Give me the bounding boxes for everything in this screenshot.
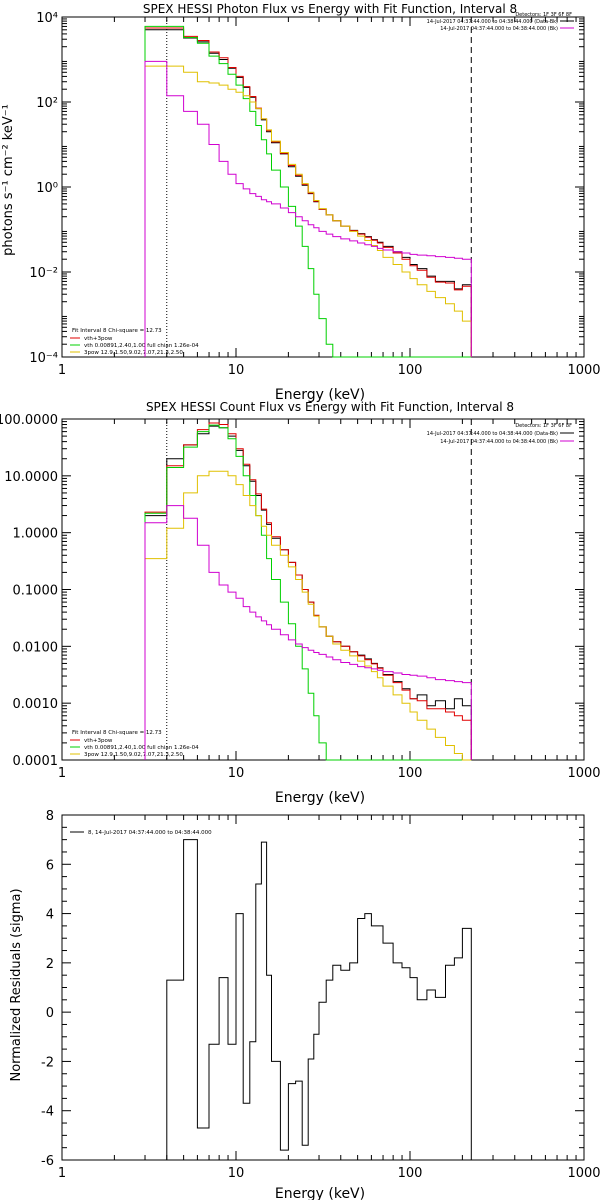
panel1-ytick-label: 10⁻² [29, 266, 58, 281]
panel1-plot-frame [61, 16, 585, 358]
panel2-ytick-label: 0.0001 [13, 754, 59, 769]
panel3-series-0 [166, 839, 472, 1160]
panel1-title: SPEX HESSI Photon Flux vs Energy with Fi… [143, 2, 517, 16]
panel2-ytick-label: 10.0000 [4, 470, 58, 485]
panel1-series-2 [144, 25, 472, 358]
panel2-series-1 [144, 422, 472, 760]
panel1-xtick-label: 100 [398, 363, 423, 378]
panel1-legend-vth: vth 0.00891,2.40,1.00 full chian 1.26e-0… [84, 343, 199, 349]
panel3-ytick-label: -4 [41, 1105, 54, 1120]
panel1-ytick-label: 10⁰ [36, 181, 58, 196]
panel2-xtick-label: 10 [228, 766, 245, 781]
panel1-ytick-label: 10² [36, 96, 58, 111]
panel3-ytick-label: -6 [41, 1154, 54, 1169]
panel1-xlabel: Energy (keV) [275, 387, 365, 403]
panel2-series-3 [144, 470, 472, 761]
panel2-legend-3pow: 3pow 12.9,1.50,9.02,7.07,21.3,2.50 [84, 752, 183, 758]
panel2-legend-vth3pow: vth+3pow [84, 738, 113, 744]
panel1-series-3 [144, 65, 472, 357]
panel3-xlabel: Energy (keV) [275, 1186, 365, 1200]
panel2-ytick-label: 1.0000 [13, 527, 59, 542]
panel1-xtick-label: 10 [228, 363, 245, 378]
panel1-ylabel: photons s⁻¹ cm⁻² keV⁻¹ [1, 104, 16, 256]
panel2-xtick-label: 1 [58, 766, 66, 781]
panel3-legend: 8, 14-Jul-2017 04:37:44.000 to 04:38:44.… [88, 830, 212, 836]
panel1-legend-right-1: 14-Jul-2017 04:37:44.000 to 04:38:44.000… [427, 19, 558, 25]
panel2-ytick-label: 0.0010 [13, 697, 59, 712]
panel3-ytick-label: -2 [41, 1055, 54, 1070]
panel3-xtick-label: 1000 [567, 1166, 600, 1181]
panel3-ylabel: Normalized Residuals (sigma) [9, 888, 24, 1081]
panel2-series-4 [144, 505, 472, 760]
panel3-plot-frame [61, 814, 585, 1161]
panel1-ytick-label: 10⁻⁴ [29, 351, 58, 366]
panel2-xlabel: Energy (keV) [275, 790, 365, 806]
panel1-ytick-label: 10⁴ [36, 11, 58, 26]
panel2-legend-right-1: 14-Jul-2017 04:37:44.000 to 04:38:44.000… [427, 431, 558, 437]
panel2-ytick-label: 100.0000 [0, 413, 58, 428]
panel2-series-2 [144, 424, 472, 761]
panel3-xtick-label: 100 [398, 1166, 423, 1181]
panel3-ytick-label: 6 [46, 858, 54, 873]
panel1-xtick-label: 1000 [567, 363, 600, 378]
panel3-ytick-label: 0 [46, 1006, 54, 1021]
panel1-legend-right-2: 14-Jul-2017 04:37:44.000 to 04:38:44.000… [440, 26, 558, 32]
panel1-series-4 [144, 60, 472, 357]
panel3-xtick-label: 1 [58, 1166, 66, 1181]
panel3-ytick-label: 8 [46, 809, 54, 824]
panel2-ytick-label: 0.0100 [13, 640, 59, 655]
panel2-plot-frame [61, 418, 585, 761]
panel2-ytick-label: 0.1000 [13, 584, 59, 599]
panel2-legend-right-0: Detectors: 1F 3F 6F 8F [515, 423, 572, 429]
panel3-ytick-label: 2 [46, 957, 54, 972]
panel2-legend-left: Fit Interval 8 Chi-square = 12.73 vth+3p… [70, 730, 199, 758]
panel1-legend-fit: Fit Interval 8 Chi-square = 12.73 [72, 328, 162, 334]
panel2-xtick-label: 1000 [567, 766, 600, 781]
panel3-ytick-label: 4 [46, 908, 54, 923]
panel1-legend-3pow: 3pow 12.9,1.50,9.02,7.07,21.3,2.50 [84, 350, 183, 356]
panel2-legend-fit: Fit Interval 8 Chi-square = 12.73 [72, 730, 162, 736]
panel3-xtick-label: 10 [228, 1166, 245, 1181]
panel2-xtick-label: 100 [398, 766, 423, 781]
panel2-legend-vth: vth 0.00891,2.40,1.00 full chian 1.26e-0… [84, 745, 199, 751]
panel2-legend-right-2: 14-Jul-2017 04:37:44.000 to 04:38:44.000… [440, 439, 558, 445]
panel1-legend-vth3pow: vth+3pow [84, 336, 113, 342]
panel1-legend-right-0: Detectors: 1F 3F 6F 8F [515, 12, 572, 18]
panel1-legend-left: Fit Interval 8 Chi-square = 12.73 vth+3p… [70, 328, 199, 356]
panel1-xtick-label: 1 [58, 363, 66, 378]
panel2-title: SPEX HESSI Count Flux vs Energy with Fit… [146, 400, 514, 414]
